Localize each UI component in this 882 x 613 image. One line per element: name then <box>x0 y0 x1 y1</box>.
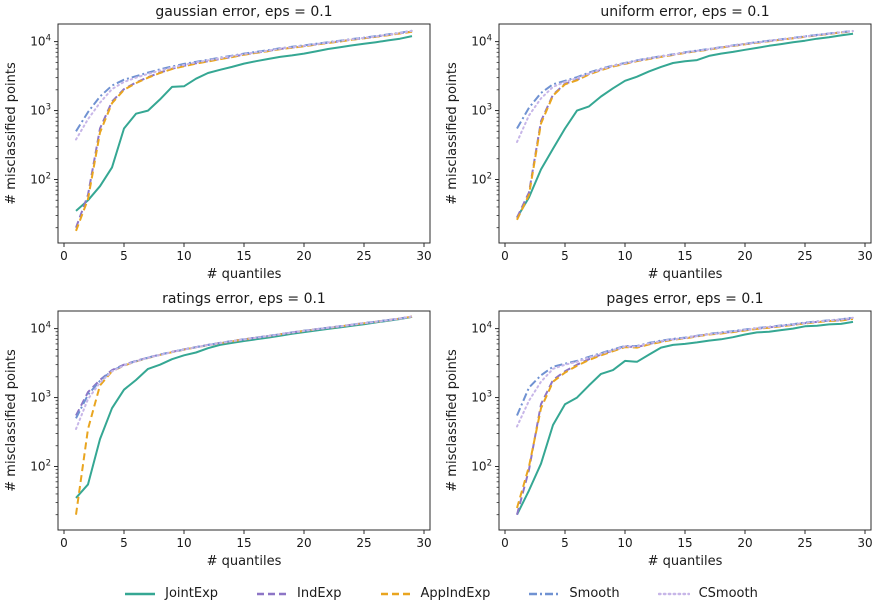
svg-text:# quantiles: # quantiles <box>648 267 723 282</box>
svg-text:5: 5 <box>120 536 128 550</box>
svg-text:15: 15 <box>236 249 251 263</box>
svg-text:25: 25 <box>356 249 371 263</box>
svg-text:30: 30 <box>857 249 872 263</box>
svg-text:5: 5 <box>561 249 569 263</box>
svg-text:103: 103 <box>471 390 492 405</box>
chart-uniform-error: 0 5 10 15 20 25 30 102 103 104 uniform error, eps … <box>445 4 873 282</box>
svg-text:# misclassified points: # misclassified points <box>4 62 19 205</box>
legend-label-indexp: IndExp <box>297 586 342 601</box>
legend-item-jointexp: JointExp <box>124 586 218 601</box>
svg-text:30: 30 <box>416 536 431 550</box>
svg-text:102: 102 <box>471 172 492 187</box>
svg-text:15: 15 <box>677 249 692 263</box>
svg-text:gaussian error, eps = 0.1: gaussian error, eps = 0.1 <box>155 4 332 20</box>
svg-text:10: 10 <box>176 536 191 550</box>
svg-text:20: 20 <box>737 249 752 263</box>
svg-text:10: 10 <box>617 249 632 263</box>
svg-text:10: 10 <box>176 249 191 263</box>
svg-text:103: 103 <box>471 103 492 118</box>
svg-text:104: 104 <box>471 321 492 336</box>
svg-text:# misclassified points: # misclassified points <box>445 349 460 492</box>
svg-text:# misclassified points: # misclassified points <box>445 62 460 205</box>
svg-text:5: 5 <box>120 249 128 263</box>
svg-text:15: 15 <box>677 536 692 550</box>
svg-text:0: 0 <box>501 536 509 550</box>
panel-uniform-error: 0 5 10 15 20 25 30 102 103 104 uniform error, eps … <box>441 0 882 287</box>
svg-text:103: 103 <box>30 103 51 118</box>
svg-text:0: 0 <box>60 536 68 550</box>
svg-text:15: 15 <box>236 536 251 550</box>
svg-text:# quantiles: # quantiles <box>207 267 282 282</box>
svg-text:20: 20 <box>296 536 311 550</box>
svg-text:uniform error, eps = 0.1: uniform error, eps = 0.1 <box>600 4 769 20</box>
smooth-line-icon <box>529 592 560 595</box>
indexp-line-icon <box>257 592 288 595</box>
svg-text:104: 104 <box>30 321 51 336</box>
svg-text:20: 20 <box>737 536 752 550</box>
svg-text:103: 103 <box>30 390 51 405</box>
panel-gaussian-error: 0 5 10 15 20 25 30 102 103 104 gaussian error, eps… <box>0 0 441 287</box>
svg-text:102: 102 <box>471 459 492 474</box>
panel-ratings-error: 0 5 10 15 20 25 30 102 103 104 ratings error, eps … <box>0 287 441 574</box>
svg-text:# quantiles: # quantiles <box>207 554 282 569</box>
svg-text:20: 20 <box>296 249 311 263</box>
svg-text:102: 102 <box>30 459 51 474</box>
svg-text:0: 0 <box>60 249 68 263</box>
legend: JointExp IndExp AppIndExp Smooth CSmooth <box>0 574 882 613</box>
chart-gaussian-error: 0 5 10 15 20 25 30 102 103 104 gaussian error, eps… <box>4 4 432 282</box>
svg-text:ratings error, eps = 0.1: ratings error, eps = 0.1 <box>162 291 326 307</box>
legend-item-csmooth: CSmooth <box>657 586 758 601</box>
svg-text:10: 10 <box>617 536 632 550</box>
legend-item-indexp: IndExp <box>256 586 342 601</box>
svg-text:30: 30 <box>416 249 431 263</box>
panel-pages-error: 0 5 10 15 20 25 30 102 103 104 pages error, eps = … <box>441 287 882 574</box>
svg-text:# quantiles: # quantiles <box>648 554 723 569</box>
legend-item-smooth: Smooth <box>528 586 620 601</box>
legend-label-smooth: Smooth <box>569 586 620 601</box>
chart-pages-error: 0 5 10 15 20 25 30 102 103 104 pages error, eps = … <box>445 291 873 569</box>
legend-label-jointexp: JointExp <box>165 586 219 601</box>
svg-text:# misclassified points: # misclassified points <box>4 349 19 492</box>
svg-text:0: 0 <box>501 249 509 263</box>
appindexp-line-icon <box>380 592 411 595</box>
svg-text:102: 102 <box>30 172 51 187</box>
jointexp-line-icon <box>125 592 156 595</box>
svg-text:104: 104 <box>471 34 492 49</box>
svg-text:104: 104 <box>30 34 51 49</box>
legend-label-csmooth: CSmooth <box>698 586 758 601</box>
figure-grid: 0 5 10 15 20 25 30 102 103 104 gaussian error, eps… <box>0 0 882 574</box>
svg-text:30: 30 <box>857 536 872 550</box>
legend-item-appindexp: AppIndExp <box>380 586 491 601</box>
svg-text:pages error, eps = 0.1: pages error, eps = 0.1 <box>606 291 763 307</box>
svg-text:25: 25 <box>356 536 371 550</box>
svg-text:5: 5 <box>561 536 569 550</box>
legend-label-appindexp: AppIndExp <box>420 586 491 601</box>
svg-text:25: 25 <box>797 536 812 550</box>
chart-ratings-error: 0 5 10 15 20 25 30 102 103 104 ratings error, eps … <box>4 291 432 569</box>
svg-text:25: 25 <box>797 249 812 263</box>
csmooth-line-icon <box>657 592 690 595</box>
